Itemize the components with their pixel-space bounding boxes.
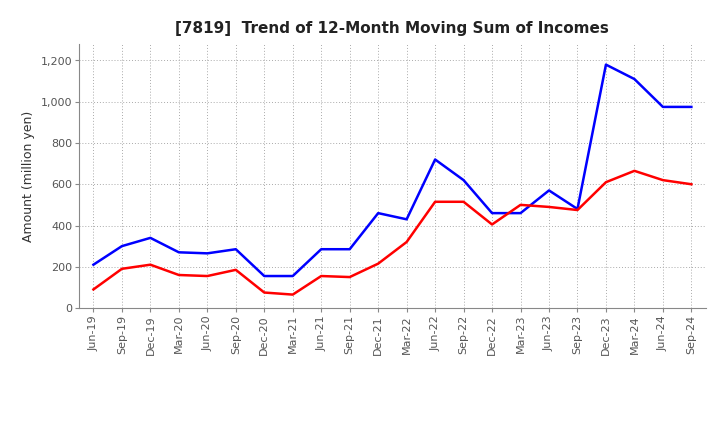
Ordinary Income — [346, 246, 354, 252]
Ordinary Income — [545, 188, 554, 193]
Ordinary Income — [146, 235, 155, 241]
Ordinary Income — [260, 273, 269, 279]
Ordinary Income — [431, 157, 439, 162]
Line: Net Income: Net Income — [94, 171, 691, 295]
Ordinary Income — [317, 246, 325, 252]
Ordinary Income — [174, 249, 183, 255]
Net Income — [431, 199, 439, 205]
Net Income — [573, 207, 582, 213]
Net Income — [459, 199, 468, 205]
Ordinary Income — [487, 210, 496, 216]
Ordinary Income — [459, 177, 468, 183]
Net Income — [374, 261, 382, 266]
Net Income — [346, 275, 354, 280]
Ordinary Income — [289, 273, 297, 279]
Ordinary Income — [659, 104, 667, 110]
Title: [7819]  Trend of 12-Month Moving Sum of Incomes: [7819] Trend of 12-Month Moving Sum of I… — [176, 21, 609, 36]
Net Income — [89, 287, 98, 292]
Ordinary Income — [573, 206, 582, 212]
Net Income — [260, 290, 269, 295]
Y-axis label: Amount (million yen): Amount (million yen) — [22, 110, 35, 242]
Net Income — [602, 180, 611, 185]
Net Income — [402, 239, 411, 245]
Net Income — [232, 267, 240, 272]
Net Income — [289, 292, 297, 297]
Ordinary Income — [374, 210, 382, 216]
Net Income — [117, 266, 126, 271]
Ordinary Income — [203, 251, 212, 256]
Net Income — [317, 273, 325, 279]
Net Income — [516, 202, 525, 208]
Net Income — [687, 182, 696, 187]
Ordinary Income — [602, 62, 611, 67]
Ordinary Income — [89, 262, 98, 268]
Net Income — [146, 262, 155, 268]
Ordinary Income — [402, 216, 411, 222]
Ordinary Income — [516, 210, 525, 216]
Ordinary Income — [630, 77, 639, 82]
Net Income — [545, 204, 554, 209]
Net Income — [203, 273, 212, 279]
Net Income — [630, 168, 639, 173]
Net Income — [174, 272, 183, 278]
Ordinary Income — [687, 104, 696, 110]
Line: Ordinary Income: Ordinary Income — [94, 65, 691, 276]
Ordinary Income — [232, 246, 240, 252]
Ordinary Income — [117, 243, 126, 249]
Net Income — [659, 177, 667, 183]
Net Income — [487, 222, 496, 227]
